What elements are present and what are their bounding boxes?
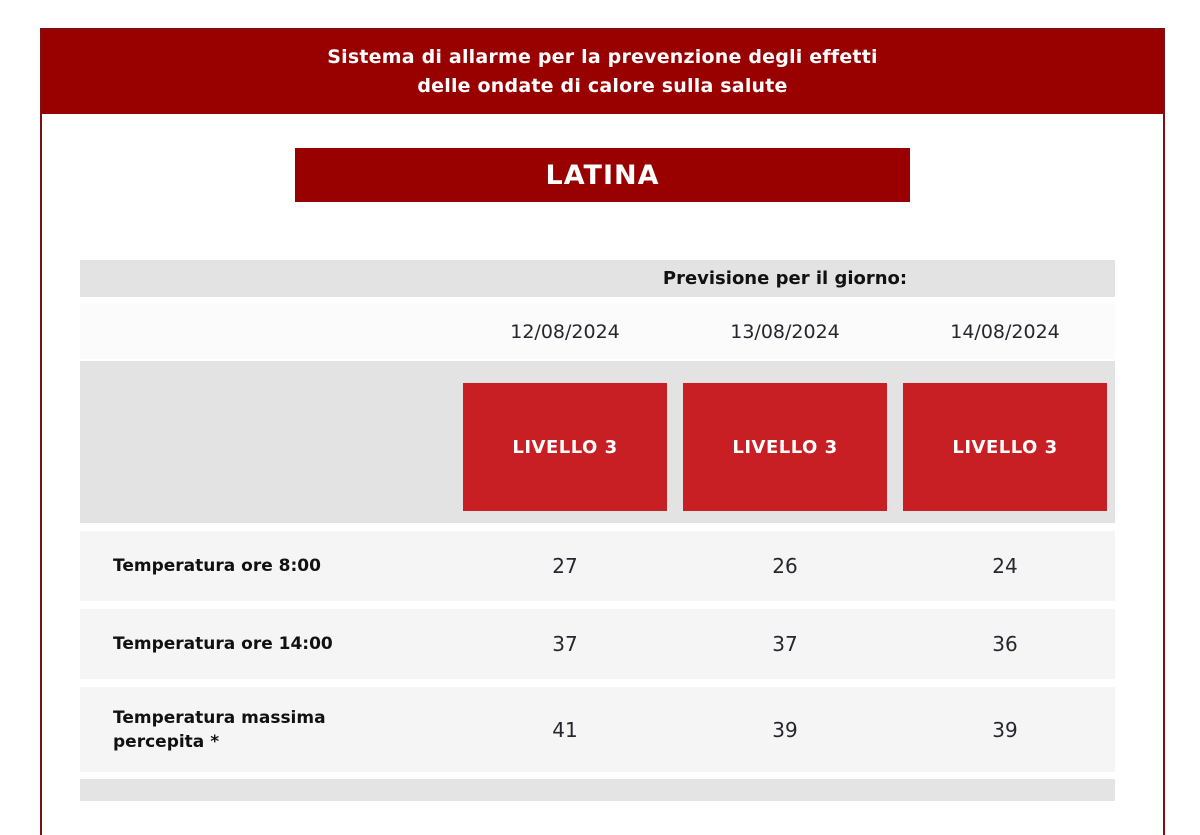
- alert-container: Sistema di allarme per la prevenzione de…: [40, 28, 1165, 835]
- level-label: LIVELLO 3: [732, 436, 838, 458]
- forecast-heading: Previsione per il giorno:: [662, 268, 908, 289]
- footer-bar: [80, 779, 1115, 801]
- forecast-table: Previsione per il giorno: 12/08/2024 13/…: [80, 260, 1115, 801]
- level-cell: LIVELLO 3: [895, 361, 1115, 511]
- temp-value-cell: 37: [772, 632, 798, 656]
- temp-value-cell: 24: [992, 554, 1018, 578]
- city-name: LATINA: [545, 159, 660, 191]
- temp-value-cell: 39: [772, 717, 798, 742]
- level-badge: LIVELLO 3: [683, 383, 887, 511]
- temp-row-label: Temperatura ore 14:00: [113, 634, 333, 654]
- temp-row-1400: Temperatura ore 14:00 37 37 36: [80, 609, 1115, 679]
- temp-row-max-perceived: Temperatura massima percepita * 41 39 39: [80, 687, 1115, 772]
- temp-value-cell: 26: [772, 554, 798, 578]
- header-banner: Sistema di allarme per la prevenzione de…: [42, 30, 1163, 114]
- header-title-line2: delle ondate di calore sulla salute: [417, 75, 788, 97]
- level-badge: LIVELLO 3: [903, 383, 1107, 511]
- temp-value-cell: 37: [552, 632, 578, 656]
- forecast-header-row: Previsione per il giorno:: [80, 260, 1115, 297]
- level-cell: LIVELLO 3: [455, 361, 675, 511]
- levels-row: LIVELLO 3 LIVELLO 3 LIVELLO 3: [80, 361, 1115, 523]
- header-title-line1: Sistema di allarme per la prevenzione de…: [327, 46, 878, 68]
- level-cell: LIVELLO 3: [675, 361, 895, 511]
- level-badge: LIVELLO 3: [463, 383, 667, 511]
- temp-row-label: Temperatura ore 8:00: [113, 556, 321, 576]
- level-label: LIVELLO 3: [512, 436, 618, 458]
- city-banner: LATINA: [295, 148, 910, 202]
- temp-value-cell: 41: [552, 717, 578, 742]
- temp-row-label: Temperatura massima percepita *: [113, 707, 326, 752]
- temp-row-0800: Temperatura ore 8:00 27 26 24: [80, 531, 1115, 601]
- temp-value-cell: 27: [552, 554, 578, 578]
- date-cell: 14/08/2024: [950, 320, 1060, 343]
- temp-value-cell: 39: [992, 717, 1018, 742]
- temp-value-cell: 36: [992, 632, 1018, 656]
- dates-row: 12/08/2024 13/08/2024 14/08/2024: [80, 304, 1115, 359]
- date-cell: 12/08/2024: [510, 320, 620, 343]
- level-label: LIVELLO 3: [952, 436, 1058, 458]
- date-cell: 13/08/2024: [730, 320, 840, 343]
